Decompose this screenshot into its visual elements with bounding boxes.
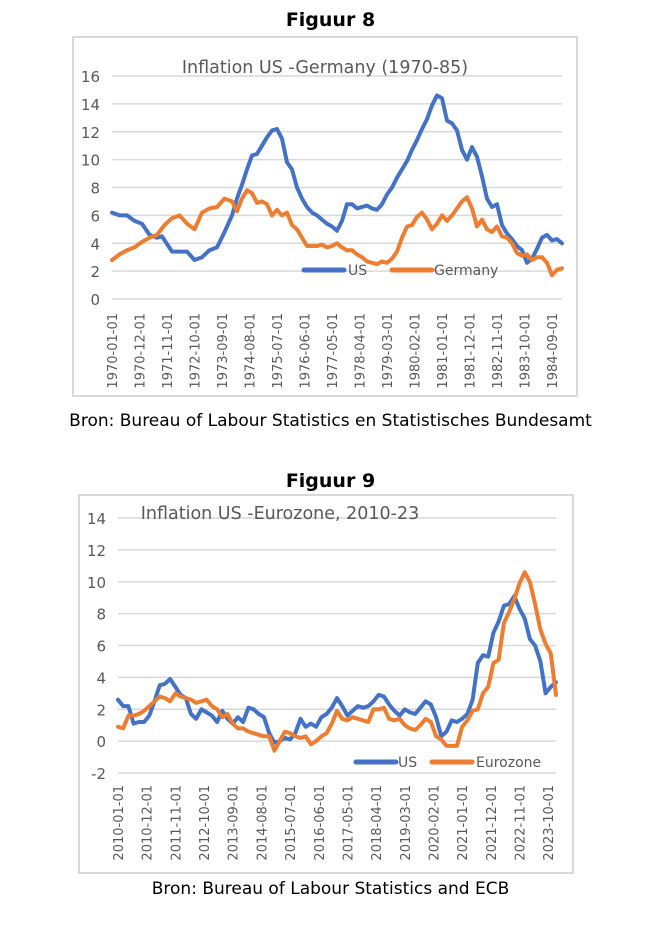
x-tick-label: 2017-05-01 — [341, 785, 356, 861]
y-tick-label: 12 — [87, 542, 106, 560]
series-line-us — [116, 594, 558, 745]
y-tick-label: 6 — [90, 207, 100, 225]
y-tick-label: 8 — [96, 606, 106, 624]
x-tick-label: 1975-07-01 — [271, 313, 286, 389]
y-tick-label: 12 — [81, 124, 100, 142]
x-tick-label: 2012-10-01 — [198, 785, 213, 861]
chart-inflation-us-germany: 0 2 4 6 8 10 12 14 16 Inflation US -Germany (1970… — [72, 36, 578, 397]
x-tick-label: 1981-12-01 — [464, 313, 479, 389]
x-tick-label: 1970-01-01 — [106, 313, 121, 389]
x-tick-label: 2014-08-01 — [255, 785, 270, 861]
legend-label-eurozone: Eurozone — [476, 755, 541, 771]
y-tick-label: 14 — [81, 96, 100, 114]
x-tick-label: 2018-04-01 — [370, 785, 385, 861]
y-tick-label: 16 — [81, 68, 100, 86]
y-tick-label: 14 — [87, 510, 106, 528]
y-tick-label: 8 — [90, 180, 100, 198]
figure-8-source: Bron: Bureau of Labour Statistics en Sta… — [69, 411, 592, 431]
y-tick-label: 0 — [96, 733, 106, 751]
series-line-germany — [110, 188, 564, 278]
x-tick-label: 1977-05-01 — [326, 313, 341, 389]
legend-label-germany: Germany — [434, 263, 498, 279]
y-tick-label: 10 — [81, 152, 100, 170]
x-tick-label: 2010-01-01 — [112, 785, 127, 861]
x-tick-label: 2019-03-01 — [399, 785, 414, 861]
figure-9-label: Figuur 9 — [285, 470, 376, 492]
x-tick-label: 2022-11-01 — [514, 785, 529, 861]
y-tick-label: 2 — [90, 263, 100, 281]
y-tick-label: 10 — [87, 574, 106, 592]
series-line-eurozone — [116, 570, 558, 753]
x-tick-label: 1984-09-01 — [546, 313, 561, 389]
figure-9-source: Bron: Bureau of Labour Statistics and EC… — [151, 879, 510, 899]
y-tick-label: -2 — [91, 765, 106, 783]
x-tick-label: 2013-09-01 — [227, 785, 242, 861]
legend-label-us: US — [398, 755, 417, 771]
x-tick-label: 1981-01-01 — [436, 313, 451, 389]
x-tick-label: 1982-11-01 — [491, 313, 506, 389]
x-tick-label: 2021-01-01 — [456, 785, 471, 861]
x-tick-label: 1972-10-01 — [189, 313, 204, 389]
x-tick-label: 1979-03-01 — [381, 313, 396, 389]
x-tick-label: 2010-12-01 — [141, 785, 156, 861]
y-tick-label: 4 — [96, 669, 106, 687]
chart-title: Inflation US -Eurozone, 2010-23 — [141, 504, 420, 524]
x-tick-label: 1976-06-01 — [299, 313, 314, 389]
x-tick-label: 2015-07-01 — [284, 785, 299, 861]
chart-title: Inflation US -Germany (1970-85) — [182, 58, 468, 78]
y-tick-label: 4 — [90, 235, 100, 253]
chart-frame — [72, 36, 578, 397]
y-tick-label: 6 — [96, 638, 106, 656]
x-tick-label: 1971-11-01 — [161, 313, 176, 389]
x-tick-label: 1980-02-01 — [409, 313, 424, 389]
x-tick-label: 2021-12-01 — [485, 785, 500, 861]
x-tick-label: 1978-04-01 — [354, 313, 369, 389]
y-tick-label: 0 — [90, 291, 100, 309]
y-tick-label: 2 — [96, 701, 106, 719]
x-tick-label: 2020-02-01 — [427, 785, 442, 861]
figure-8-label: Figuur 8 — [285, 9, 376, 31]
x-tick-label: 2016-06-01 — [313, 785, 328, 861]
x-tick-label: 1974-08-01 — [244, 313, 259, 389]
x-tick-label: 2011-11-01 — [169, 785, 184, 861]
x-tick-label: 1983-10-01 — [519, 313, 534, 389]
legend-label-us: US — [348, 263, 367, 279]
x-tick-label: 1970-12-01 — [134, 313, 149, 389]
x-tick-label: 1973-09-01 — [216, 313, 231, 389]
x-tick-label: 2023-10-01 — [542, 785, 557, 861]
series-line-us — [110, 93, 564, 265]
